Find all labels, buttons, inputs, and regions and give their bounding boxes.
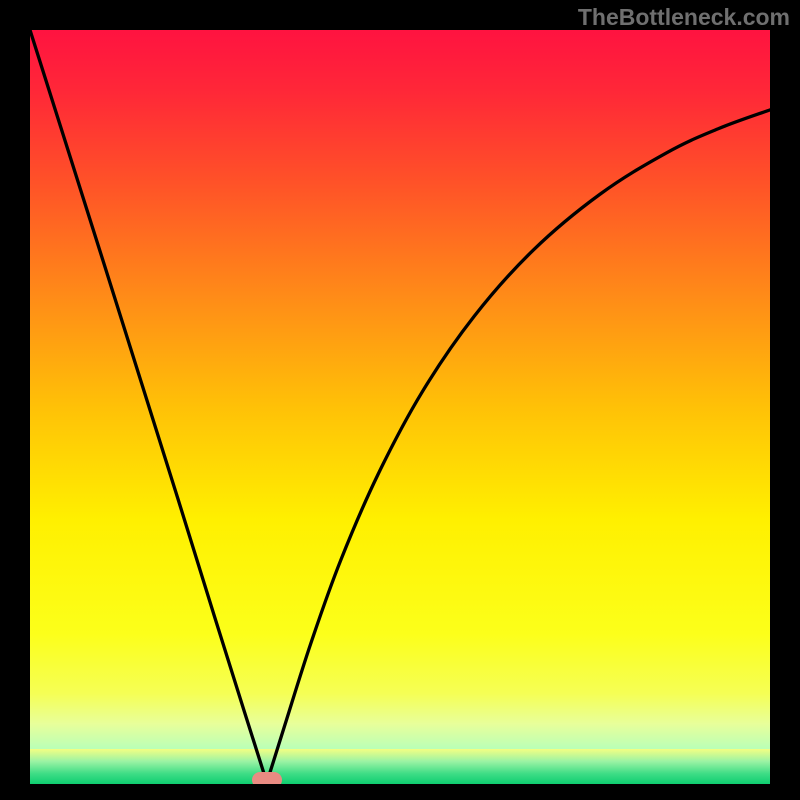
minimum-marker <box>252 772 282 784</box>
v-curve <box>30 30 770 784</box>
plot-area <box>30 30 770 784</box>
watermark-text: TheBottleneck.com <box>578 4 790 31</box>
curve-path <box>30 30 770 782</box>
chart-frame: TheBottleneck.com <box>0 0 800 800</box>
